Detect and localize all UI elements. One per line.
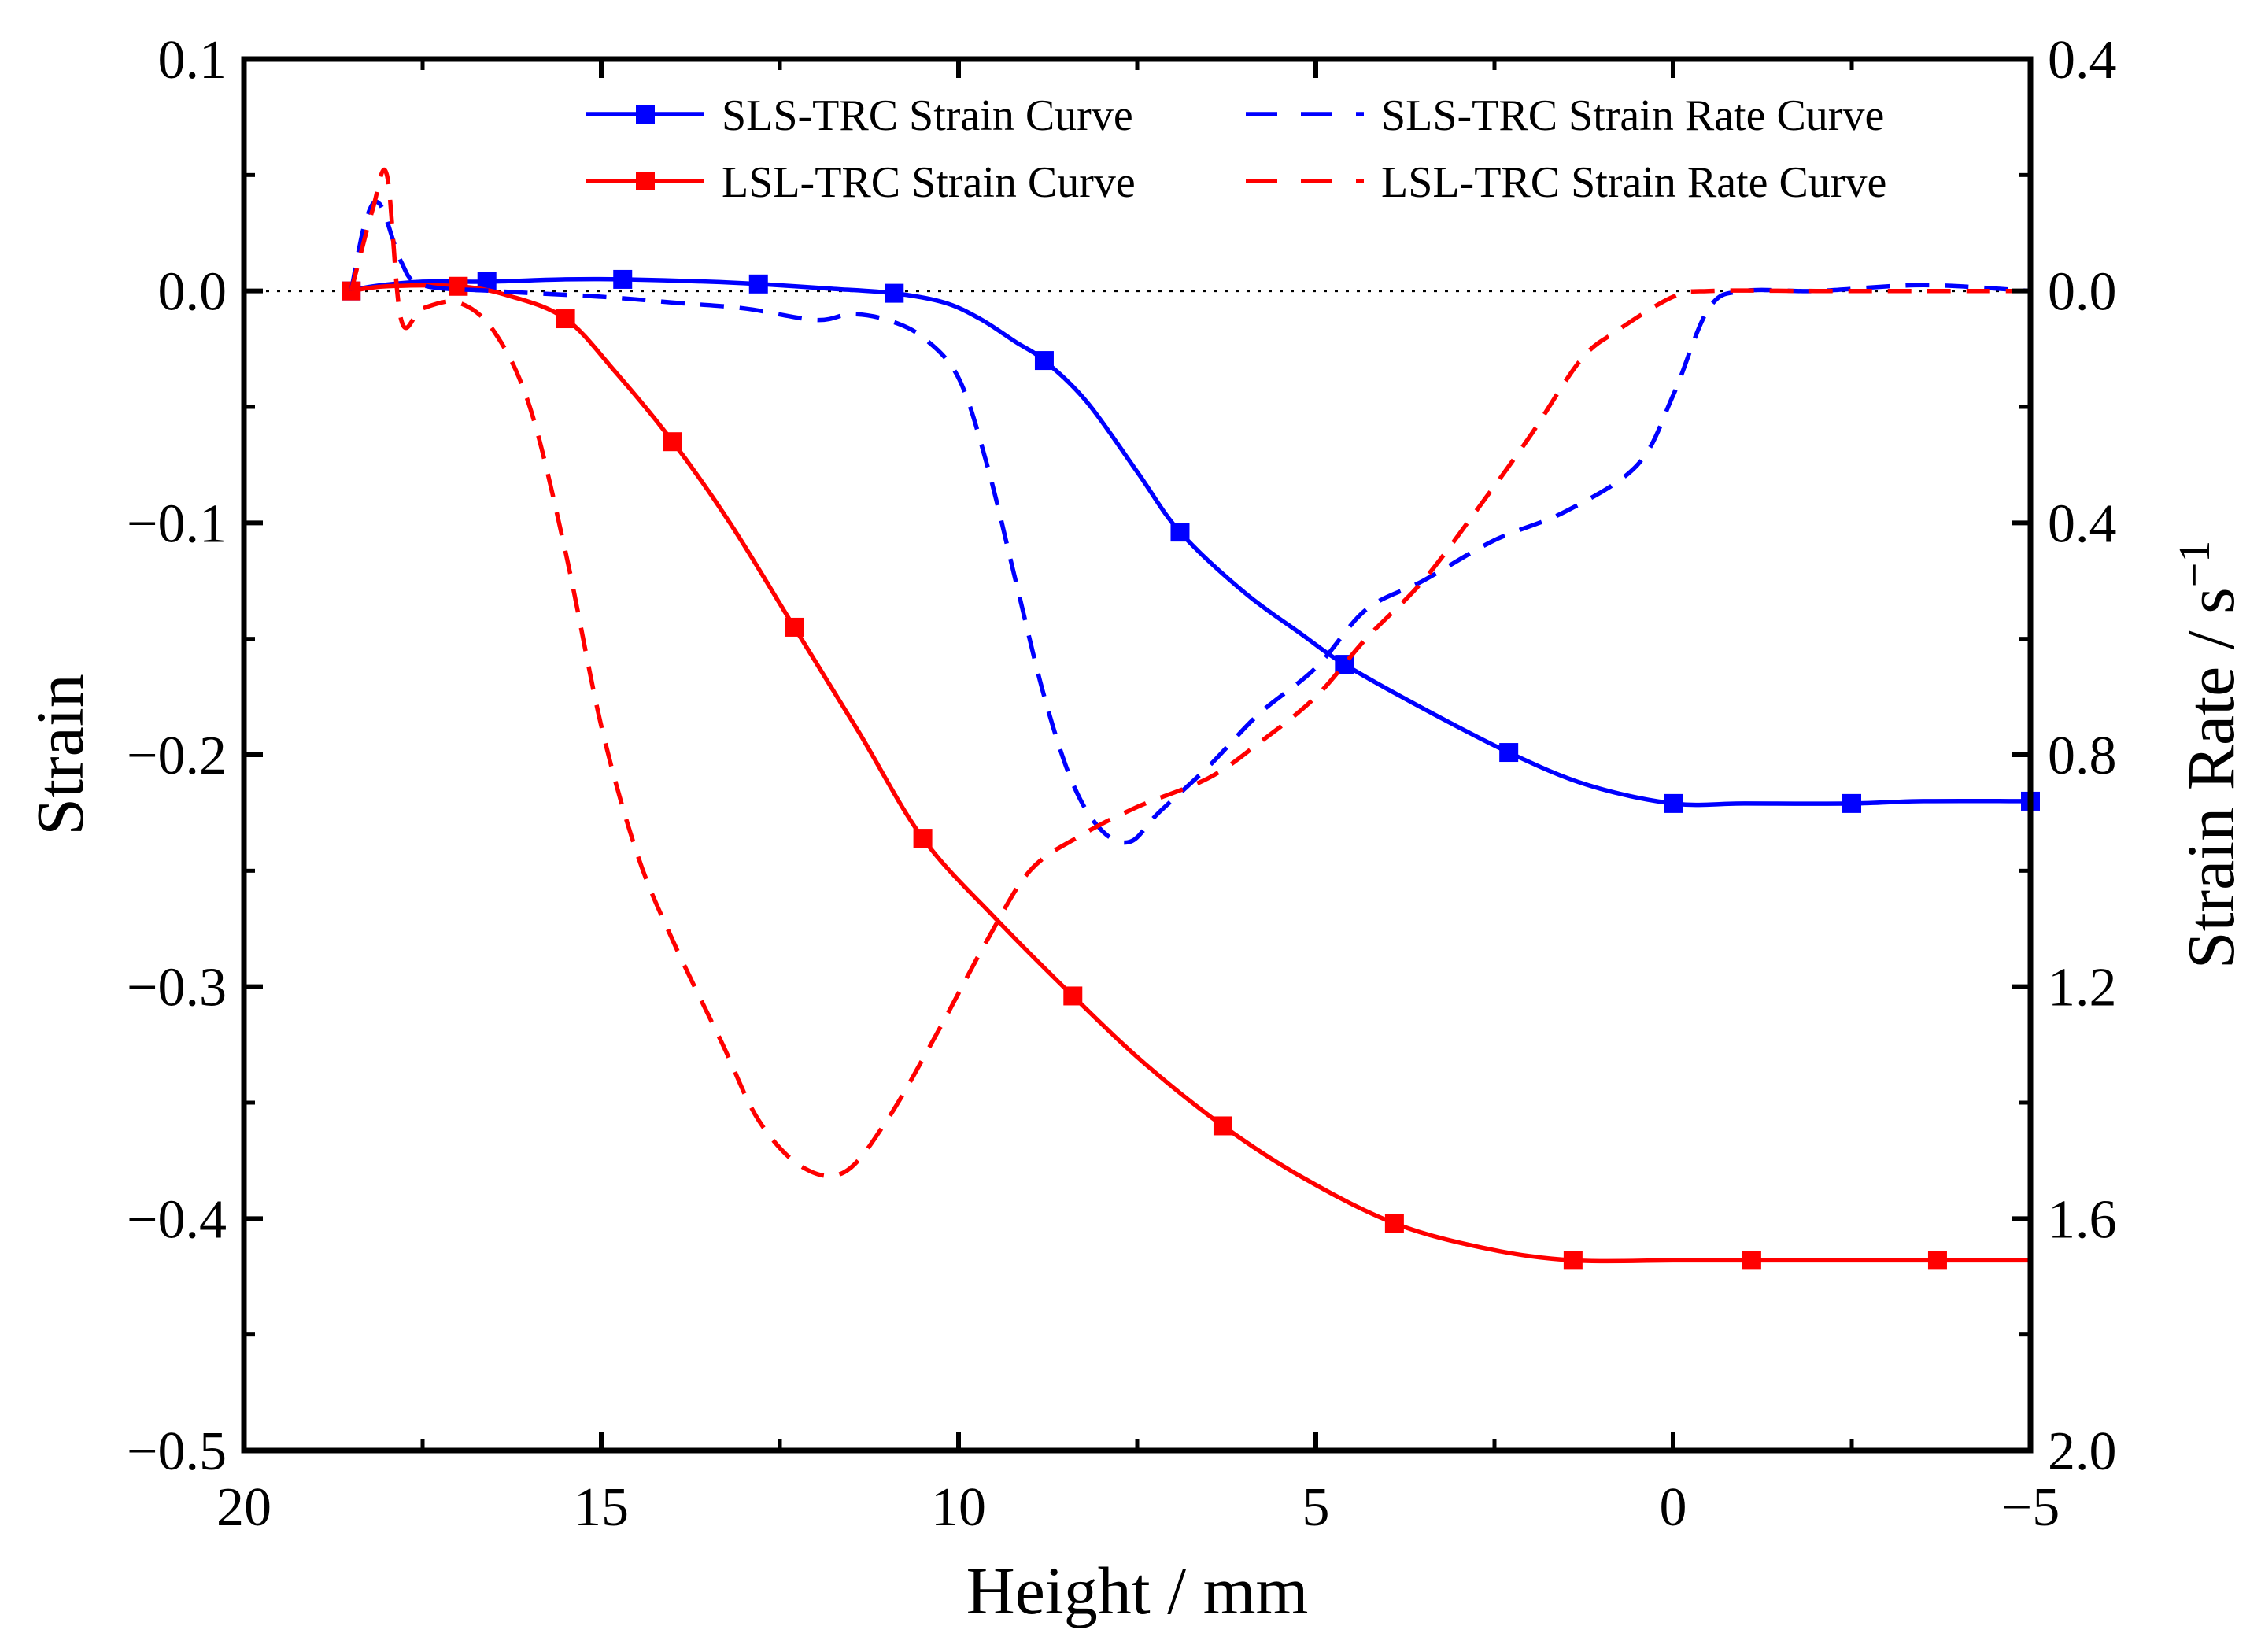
y-right-axis-title-main: Strain Rate / s <box>2173 587 2248 969</box>
data-point-sls-trc-strain-curve <box>748 274 768 294</box>
x-tick-label: −5 <box>2001 1477 2060 1538</box>
data-point-lsl-trc-strain-curve <box>785 617 804 637</box>
data-point-lsl-trc-strain-curve <box>1927 1251 1947 1270</box>
legend-marker-sls-trc-strain-curve <box>636 105 655 124</box>
legend-label-sls-trc-strain-rate-curve: SLS-TRC Strain Rate Curve <box>1381 91 1884 140</box>
legend-label-lsl-trc-strain-rate-curve: LSL-TRC Strain Rate Curve <box>1381 158 1886 207</box>
y-left-tick-label: −0.1 <box>127 493 227 554</box>
data-point-lsl-trc-strain-curve <box>1563 1251 1583 1270</box>
series-line-lsl-trc-strain-curve <box>350 283 2030 1264</box>
data-point-lsl-trc-strain-curve <box>663 432 682 452</box>
y-left-tick-label: −0.5 <box>127 1421 227 1482</box>
y-right-axis-title-sup: −1 <box>2170 541 2219 588</box>
data-point-lsl-trc-strain-curve <box>556 309 575 329</box>
y-left-tick-label: −0.4 <box>127 1189 227 1250</box>
data-point-sls-trc-strain-curve <box>1664 793 1683 813</box>
data-point-lsl-trc-strain-curve <box>913 829 933 848</box>
data-point-sls-trc-strain-curve <box>613 269 633 289</box>
y-right-tick-label: 1.6 <box>2048 1189 2117 1250</box>
data-point-sls-trc-strain-curve <box>1842 793 1861 813</box>
data-point-lsl-trc-strain-curve <box>1384 1214 1404 1233</box>
y-left-tick-label: −0.3 <box>127 958 227 1018</box>
x-axis-title: Height / mm <box>966 1553 1309 1628</box>
x-tick-label: 10 <box>931 1477 986 1538</box>
data-point-sls-trc-strain-curve <box>885 283 904 303</box>
y-left-tick-label: −0.2 <box>127 726 227 786</box>
data-point-sls-trc-strain-curve <box>1499 743 1519 763</box>
y-right-tick-label: 1.2 <box>2048 958 2117 1018</box>
y-right-tick-label: 0.8 <box>2048 726 2117 786</box>
data-point-lsl-trc-strain-curve <box>1742 1251 1761 1270</box>
data-point-sls-trc-strain-curve <box>1170 523 1190 542</box>
data-point-lsl-trc-strain-curve <box>1063 986 1083 1006</box>
y-right-tick-label: 0.0 <box>2048 262 2117 323</box>
y-right-tick-label: 2.0 <box>2048 1421 2117 1482</box>
series-line-sls-trc-strain-rate-curve <box>349 199 2031 845</box>
plot-frame <box>241 56 2034 1454</box>
data-point-sls-trc-strain-curve <box>1034 351 1054 371</box>
x-tick-label: 0 <box>1660 1477 1687 1538</box>
y-left-axis-title: Strain <box>22 674 98 835</box>
legend-label-lsl-trc-strain-curve: LSL-TRC Strain Curve <box>722 158 1136 207</box>
ticks-layer: 20 15 10 5 0 −5 0.1 0.0 −0.1 −0.2 −0.3 −0.4 −0.5 0.4 0… <box>127 30 2116 1538</box>
y-left-tick-label: 0.0 <box>158 262 227 323</box>
x-tick-label: 15 <box>574 1477 629 1538</box>
y-right-axis-title: Strain Rate / s−1 <box>2170 541 2248 969</box>
legend: SLS-TRC Strain Curve LSL-TRC Strain Curve… <box>586 91 1886 207</box>
series-line-lsl-trc-strain-rate-curve <box>349 167 2030 1179</box>
x-tick-label: 5 <box>1302 1477 1330 1538</box>
series-layer <box>342 167 2040 1270</box>
y-right-tick-label: 0.4 <box>2048 493 2117 554</box>
y-right-tick-label: 0.4 <box>2048 30 2117 91</box>
y-left-tick-label: 0.1 <box>158 30 227 91</box>
axes-frame-layer <box>241 56 2034 1454</box>
legend-label-sls-trc-strain-curve: SLS-TRC Strain Curve <box>722 91 1133 140</box>
x-tick-label: 20 <box>216 1477 272 1538</box>
data-point-lsl-trc-strain-curve <box>449 276 468 296</box>
data-point-lsl-trc-strain-curve <box>1213 1116 1232 1136</box>
legend-marker-lsl-trc-strain-curve <box>636 172 655 190</box>
